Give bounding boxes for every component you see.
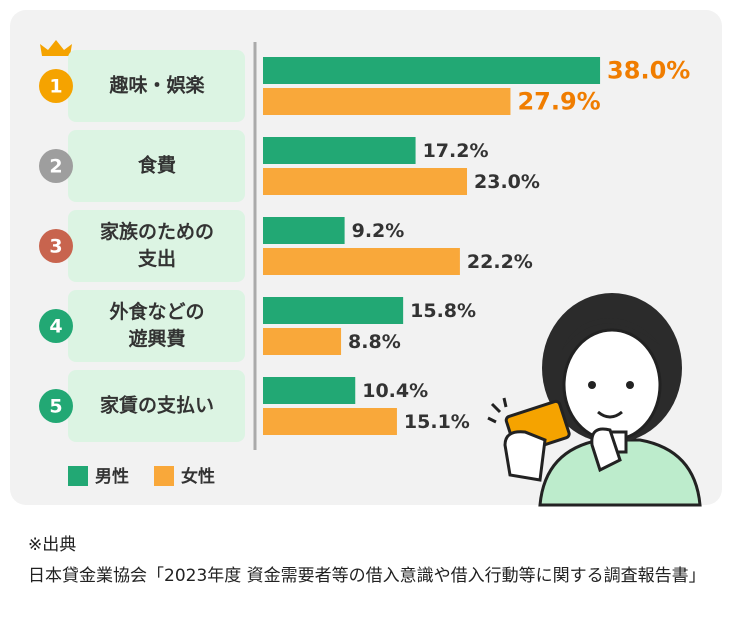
rank-badge bbox=[39, 229, 73, 263]
value-label: 38.0% bbox=[607, 57, 690, 85]
value-label: 9.2% bbox=[352, 220, 405, 242]
bar bbox=[263, 408, 397, 435]
rank-badge bbox=[39, 69, 73, 103]
category-label: 食費 bbox=[138, 154, 176, 177]
crown bbox=[40, 40, 72, 56]
category-box bbox=[68, 290, 245, 362]
value-label: 15.1% bbox=[404, 411, 470, 433]
illustration bbox=[487, 293, 702, 507]
source-text: 日本貸金業協会「2023年度 資金需要者等の借入意識や借入行動等に関する調査報告… bbox=[28, 566, 706, 586]
category-box bbox=[68, 370, 245, 442]
category-label: 支出 bbox=[137, 247, 176, 270]
value-label: 10.4% bbox=[362, 380, 428, 402]
value-label: 27.9% bbox=[517, 88, 600, 116]
rank-badge bbox=[39, 309, 73, 343]
bar bbox=[263, 137, 416, 164]
category-box bbox=[68, 50, 245, 122]
bar bbox=[263, 248, 460, 275]
legend-swatch bbox=[68, 466, 88, 486]
rank-label: 1 bbox=[49, 76, 62, 98]
value-label: 23.0% bbox=[474, 171, 540, 193]
bar bbox=[263, 297, 404, 324]
category-label: 家賃の支払い bbox=[100, 394, 214, 417]
value-label: 8.8% bbox=[348, 331, 401, 353]
bar bbox=[263, 88, 511, 115]
legend-label: 女性 bbox=[181, 466, 215, 487]
category-label: 家族のための bbox=[100, 220, 214, 243]
category-label: 遊興費 bbox=[128, 327, 185, 350]
bar bbox=[263, 57, 601, 84]
legend-swatch bbox=[154, 466, 174, 486]
category-label: 趣味・娯楽 bbox=[108, 74, 205, 97]
bar bbox=[263, 377, 356, 404]
rank-badge bbox=[39, 149, 73, 183]
value-label: 17.2% bbox=[423, 140, 489, 162]
category-box bbox=[68, 210, 245, 282]
source: ※出典 日本貸金業協会「2023年度 資金需要者等の借入意識や借入行動等に関する… bbox=[28, 530, 718, 592]
legend-label: 男性 bbox=[95, 466, 129, 487]
value-label: 22.2% bbox=[467, 251, 533, 273]
bar bbox=[263, 168, 468, 195]
rank-label: 3 bbox=[49, 236, 62, 258]
category-box bbox=[68, 130, 245, 202]
source-title: ※出典 bbox=[28, 535, 77, 555]
category-label: 外食などの bbox=[109, 300, 204, 323]
rank-label: 2 bbox=[49, 156, 62, 178]
bar bbox=[263, 328, 342, 355]
rank-badge bbox=[39, 389, 73, 423]
rank-label: 4 bbox=[49, 316, 62, 338]
rank-label: 5 bbox=[49, 396, 62, 418]
bar bbox=[263, 217, 345, 244]
value-label: 15.8% bbox=[410, 300, 476, 322]
